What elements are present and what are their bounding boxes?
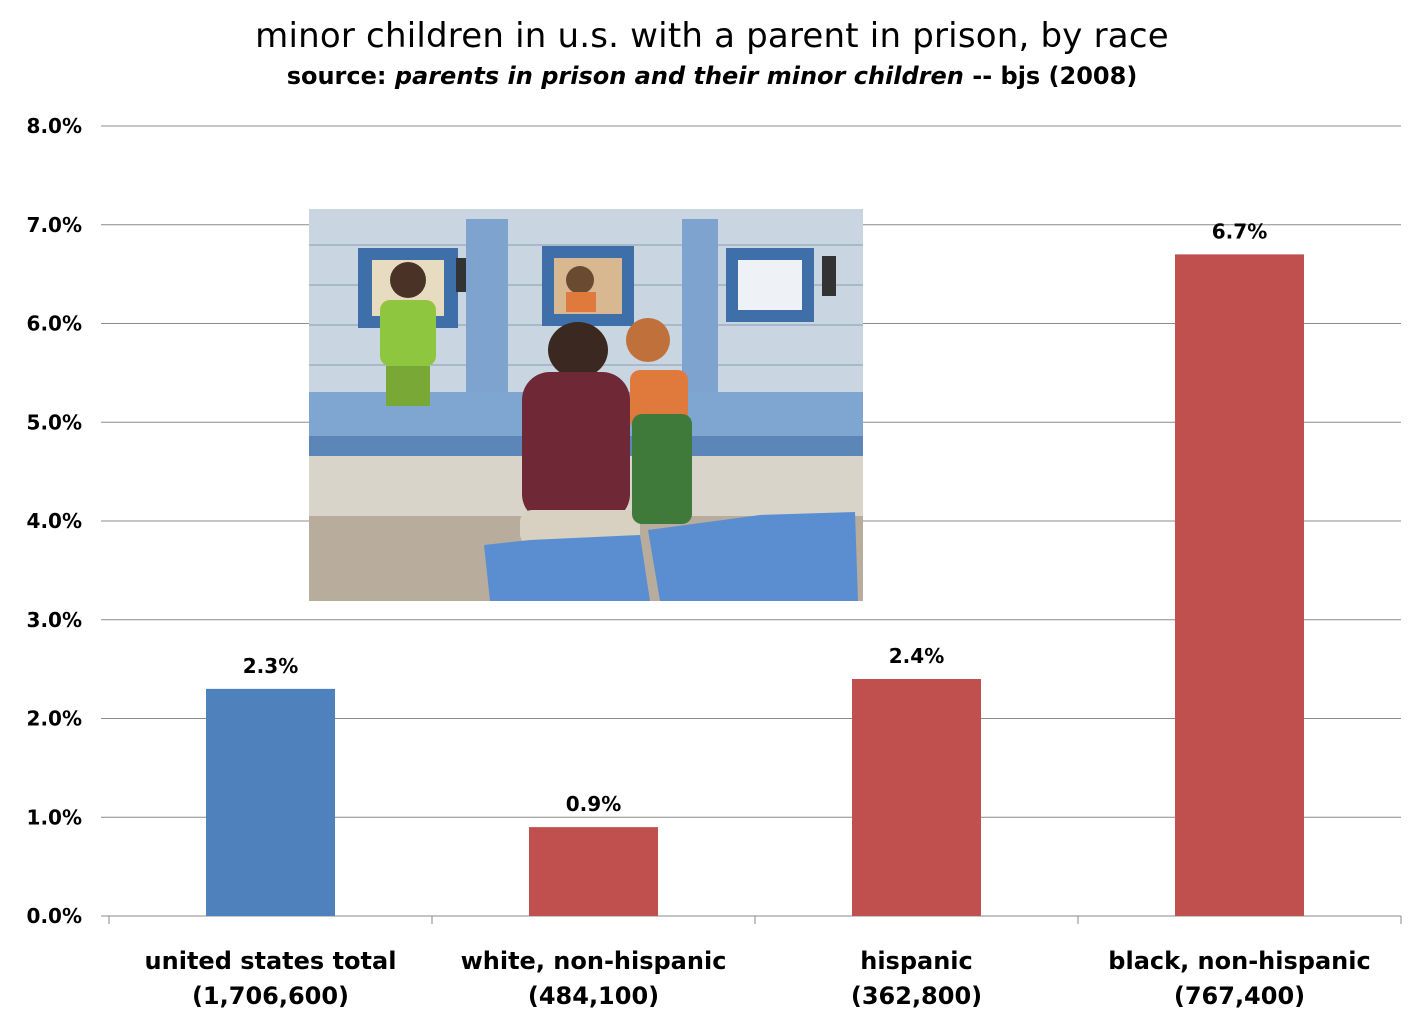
prison-visitation-photo: [309, 209, 863, 601]
subtitle-prefix: source:: [286, 62, 395, 90]
data-label: 2.4%: [889, 644, 944, 668]
data-label: 2.3%: [243, 654, 298, 678]
bar: [529, 827, 658, 916]
category-label: hispanic: [860, 947, 973, 975]
category-label: white, non-hispanic: [461, 947, 727, 975]
subtitle-source-title: parents in prison and their minor childr…: [394, 62, 964, 90]
bars: [206, 254, 1304, 916]
bar: [852, 679, 981, 916]
data-label: 0.9%: [566, 792, 621, 816]
category-count-label: (1,706,600): [192, 982, 349, 1010]
y-tick-label: 8.0%: [27, 114, 82, 138]
y-tick-label: 3.0%: [27, 608, 82, 632]
subtitle-suffix: -- bjs (2008): [963, 62, 1138, 90]
category-count-label: (484,100): [528, 982, 659, 1010]
category-count-label: (767,400): [1174, 982, 1305, 1010]
category-label: united states total: [145, 947, 397, 975]
y-axis-ticks: 0.0% 1.0% 2.0% 3.0% 4.0% 5.0% 6.0% 7.0% 8.0%: [27, 114, 82, 928]
bar: [1175, 254, 1304, 916]
category-label: black, non-hispanic: [1108, 947, 1370, 975]
category-count-label: (362,800): [851, 982, 982, 1010]
x-axis: [108, 916, 1402, 924]
bar: [206, 688, 335, 916]
category-labels: united states total (1,706,600) white, non…: [145, 947, 1371, 1010]
data-label: 6.7%: [1212, 219, 1267, 243]
y-tick-label: 2.0%: [27, 707, 82, 731]
y-tick-label: 4.0%: [27, 509, 82, 533]
data-labels: 2.3% 0.9% 2.4% 6.7%: [243, 219, 1267, 816]
chart-subtitle: source: parents in prison and their mino…: [0, 62, 1424, 90]
chart-title: minor children in u.s. with a parent in …: [255, 16, 1169, 56]
y-tick-label: 7.0%: [27, 213, 82, 237]
y-tick-label: 5.0%: [27, 410, 82, 434]
y-tick-label: 6.0%: [27, 312, 82, 336]
y-tick-label: 1.0%: [27, 805, 82, 829]
y-tick-label: 0.0%: [27, 904, 82, 928]
